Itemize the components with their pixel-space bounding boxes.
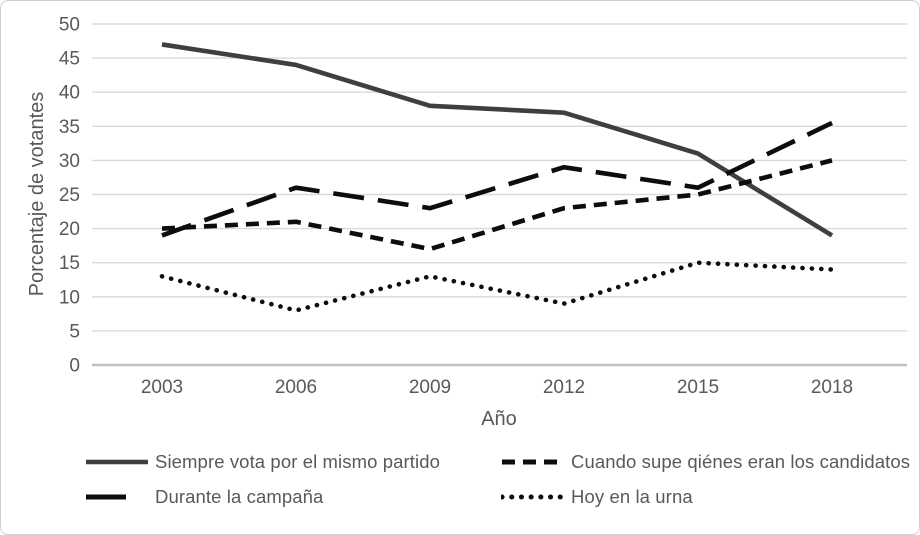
legend-label: Siempre vota por el mismo partido [155, 451, 441, 472]
x-tick-label: 2012 [543, 377, 585, 398]
x-tick-label: 2006 [275, 377, 317, 398]
series-line-long-dash [161, 120, 834, 238]
y-tick-label: 15 [59, 253, 80, 274]
y-tick-label: 20 [59, 219, 80, 240]
x-axis-title: Año [481, 408, 517, 430]
x-tick-label: 2015 [677, 377, 719, 398]
legend-label: Durante la campaña [155, 486, 324, 507]
series-line-dashed [161, 158, 833, 252]
legend-item: Hoy en la urna [501, 483, 910, 511]
legend-item: Durante la campaña [85, 483, 501, 511]
legend-item: Siempre vota por el mismo partido [85, 448, 501, 476]
y-tick-label: 35 [59, 117, 80, 138]
chart-legend: Siempre vota por el mismo partido Cuando … [85, 448, 910, 511]
y-tick-label: 40 [59, 83, 80, 104]
legend-item: Cuando supe qiénes eran los candidatos [501, 448, 910, 476]
legend-label: Hoy en la urna [571, 486, 693, 507]
dotted-line-icon [501, 494, 565, 500]
y-tick-label: 30 [59, 151, 80, 172]
y-tick-label: 0 [69, 356, 80, 377]
x-tick-label: 2003 [141, 377, 183, 398]
x-tick-label: 2018 [811, 377, 853, 398]
x-tick-label: 2009 [409, 377, 451, 398]
y-axis-title: Porcentaje de votantes [26, 92, 48, 297]
y-tick-label: 45 [59, 49, 80, 70]
long-dash-line-icon [86, 494, 126, 500]
legend-label: Cuando supe qiénes eran los candidatos [571, 451, 911, 472]
line-chart: 0 5 10 15 20 25 30 35 40 45 50 2003 2006 2009 2012 2015… [26, 15, 907, 430]
y-tick-label: 10 [59, 287, 80, 308]
y-tick-label: 5 [69, 321, 80, 342]
y-tick-label: 50 [59, 15, 80, 36]
solid-line-icon [86, 459, 148, 465]
series-line-dotted [159, 260, 835, 313]
series-line-solid [161, 42, 834, 238]
y-tick-label: 25 [59, 185, 80, 206]
dashed-line-icon [502, 459, 564, 465]
